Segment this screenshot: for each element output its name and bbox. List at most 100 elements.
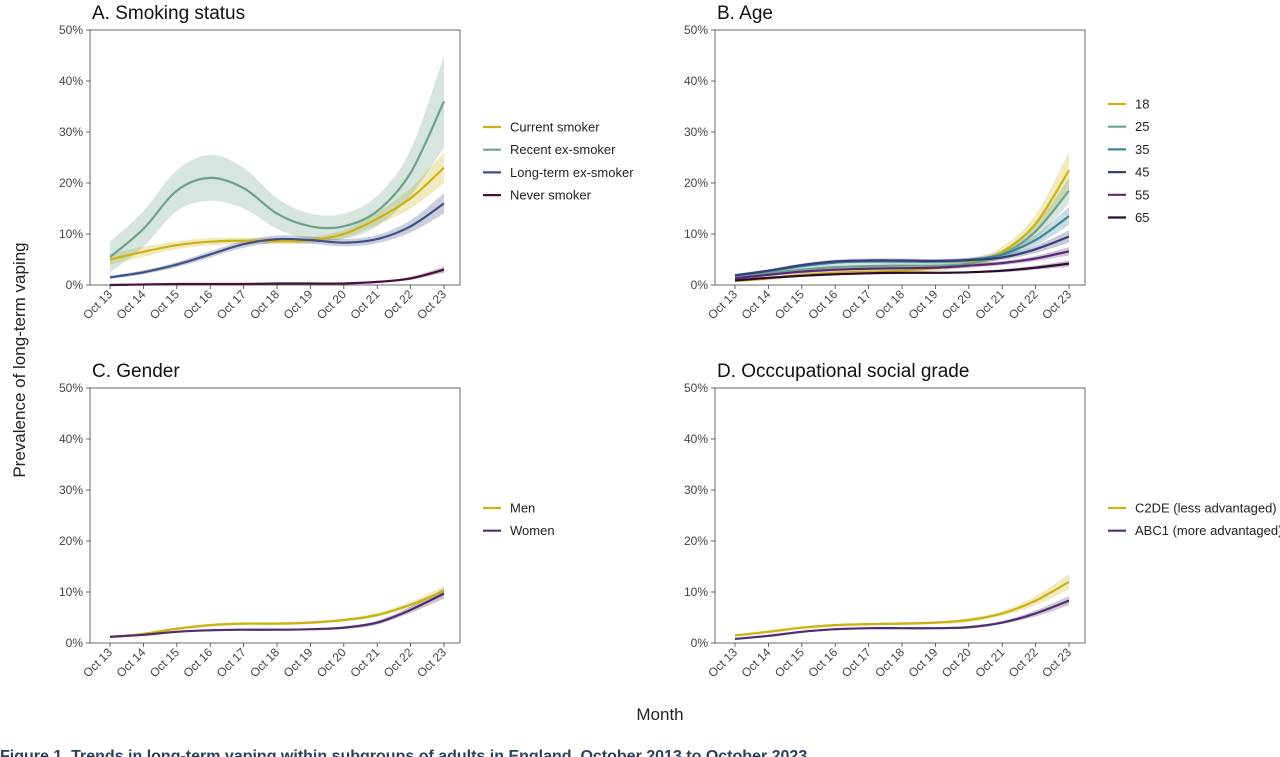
legend-label: 65	[1135, 210, 1149, 225]
y-tick-label: 50%	[59, 23, 83, 37]
legend-label: Men	[510, 501, 535, 516]
series-line	[109, 100, 445, 258]
x-tick-label: Oct 23	[414, 287, 449, 322]
x-tick-label: Oct 22	[381, 645, 416, 680]
y-tick-label: 20%	[59, 176, 83, 190]
legend-label: Long-term ex-smoker	[510, 165, 634, 180]
y-tick-label: 30%	[59, 483, 83, 497]
series-line	[734, 235, 1070, 277]
x-tick-label: Oct 14	[739, 287, 774, 322]
x-tick-label: Oct 15	[772, 645, 807, 680]
y-axis-label: Prevalence of long-term vaping	[10, 242, 29, 478]
panel-title: D. Occcupational social grade	[717, 361, 969, 382]
y-tick-label: 40%	[59, 432, 83, 446]
legend-label: C2DE (less advantaged)	[1135, 501, 1277, 516]
figure-caption: Figure 1. Trends in long-term vaping wit…	[0, 748, 808, 757]
y-tick-label: 30%	[684, 125, 708, 139]
x-tick-label: Oct 14	[114, 287, 149, 322]
plot-frame	[89, 29, 461, 286]
x-tick-label: Oct 18	[247, 645, 282, 680]
y-tick-label: 30%	[59, 125, 83, 139]
legend-label: Current smoker	[510, 120, 600, 135]
x-tick-label: Oct 23	[1039, 645, 1074, 680]
x-tick-label: Oct 14	[739, 645, 774, 680]
y-tick-label: 10%	[684, 227, 708, 241]
x-tick-label: Oct 14	[114, 645, 149, 680]
x-tick-label: Oct 20	[314, 287, 349, 322]
x-tick-label: Oct 20	[314, 645, 349, 680]
x-tick-label: Oct 21	[347, 645, 382, 680]
legend-label: Never smoker	[510, 188, 592, 203]
series-line	[109, 592, 445, 638]
plot-frame	[714, 29, 1086, 286]
y-tick-label: 40%	[684, 74, 708, 88]
panel-d: D. Occcupational social grade 0% 10% 20% 30%…	[684, 361, 1280, 680]
y-tick-label: 20%	[684, 534, 708, 548]
legend-label: 35	[1135, 142, 1149, 157]
y-tick-label: 0%	[66, 278, 84, 292]
x-tick-label: Oct 15	[147, 287, 182, 322]
x-tick-label: Oct 13	[80, 287, 115, 322]
x-tick-label: Oct 18	[247, 287, 282, 322]
y-tick-label: 50%	[684, 23, 708, 37]
legend-label: ABC1 (more advantaged)	[1135, 523, 1280, 538]
y-tick-label: 20%	[684, 176, 708, 190]
series-line	[734, 189, 1070, 279]
x-tick-label: Oct 21	[347, 287, 382, 322]
y-tick-label: 50%	[59, 381, 83, 395]
x-tick-label: Oct 19	[281, 645, 316, 680]
x-tick-label: Oct 22	[1006, 645, 1041, 680]
x-tick-label: Oct 13	[80, 645, 115, 680]
x-tick-label: Oct 18	[872, 287, 907, 322]
x-tick-label: Oct 19	[906, 645, 941, 680]
legend-label: 45	[1135, 165, 1149, 180]
x-tick-label: Oct 17	[839, 645, 874, 680]
x-tick-label: Oct 22	[1006, 287, 1041, 322]
series-line	[734, 250, 1070, 280]
series-line	[734, 599, 1070, 641]
x-tick-label: Oct 15	[147, 645, 182, 680]
x-tick-label: Oct 18	[872, 645, 907, 680]
x-tick-label: Oct 15	[772, 287, 807, 322]
x-tick-label: Oct 13	[705, 287, 740, 322]
series-line	[734, 580, 1070, 637]
legend-label: 25	[1135, 119, 1149, 134]
y-tick-label: 10%	[59, 585, 83, 599]
x-tick-label: Oct 20	[939, 287, 974, 322]
legend-label: Women	[510, 523, 555, 538]
y-tick-label: 0%	[66, 636, 84, 650]
x-tick-label: Oct 19	[906, 287, 941, 322]
plot-frame	[714, 387, 1086, 644]
x-tick-label: Oct 19	[281, 287, 316, 322]
ci-band	[110, 193, 444, 279]
x-tick-label: Oct 16	[180, 645, 215, 680]
series-line	[109, 268, 445, 287]
series-line	[734, 262, 1070, 282]
x-tick-label: Oct 16	[805, 645, 840, 680]
y-tick-label: 40%	[59, 74, 83, 88]
plot-frame	[89, 387, 461, 644]
x-tick-label: Oct 17	[214, 645, 249, 680]
y-tick-label: 50%	[684, 381, 708, 395]
series-line	[109, 589, 445, 638]
ci-band	[735, 574, 1069, 637]
panel-a: A. Smoking status 0% 10% 20% 30% 40% 50% Oct 13…	[59, 3, 634, 322]
x-tick-label: Oct 16	[805, 287, 840, 322]
x-tick-label: Oct 13	[705, 645, 740, 680]
panel-title: B. Age	[717, 3, 773, 24]
y-tick-label: 30%	[684, 483, 708, 497]
y-tick-label: 0%	[691, 278, 709, 292]
x-tick-label: Oct 16	[180, 287, 215, 322]
series-line	[109, 202, 445, 279]
series-line	[109, 166, 445, 261]
x-tick-label: Oct 23	[1039, 287, 1074, 322]
legend-label: 18	[1135, 97, 1149, 112]
panel-title: C. Gender	[92, 361, 180, 382]
y-tick-label: 40%	[684, 432, 708, 446]
legend-label: 55	[1135, 187, 1149, 202]
legend-label: Recent ex-smoker	[510, 142, 616, 157]
y-tick-label: 20%	[59, 534, 83, 548]
